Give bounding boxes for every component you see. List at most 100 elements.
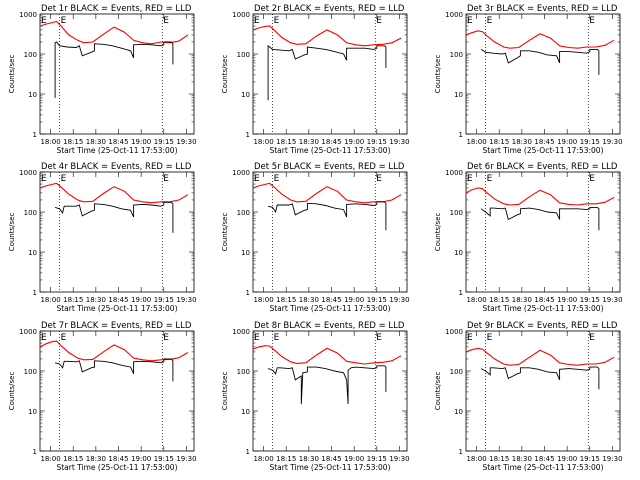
x-tick-label: 19:30 — [389, 138, 409, 146]
y-axis-label: Counts/sec — [221, 55, 229, 94]
y-tick-label: 100 — [24, 51, 37, 59]
event-marker-label: E — [274, 16, 280, 26]
x-tick-label: 18:15 — [489, 296, 509, 304]
x-tick-label: 19:15 — [367, 296, 387, 304]
event-marker-label: E — [254, 174, 260, 184]
event-marker-label: E — [163, 16, 169, 26]
x-tick-label: 18:45 — [321, 296, 341, 304]
events-series-line — [54, 41, 174, 98]
y-tick-label: 10 — [28, 249, 37, 257]
plot-frame — [252, 13, 408, 135]
y-tick-label: 100 — [450, 51, 463, 59]
event-marker-label: E — [41, 16, 47, 26]
y-tick-label: 1 — [33, 448, 37, 456]
y-tick-label: 1000 — [445, 169, 463, 177]
events-series-line — [480, 48, 600, 75]
y-tick-label: 10 — [454, 408, 463, 416]
x-tick-label: 18:00 — [253, 455, 273, 463]
x-tick-label: 19:00 — [557, 455, 577, 463]
detector-panel-1: Det 1r BLACK = Events, RED = LLD 1 10 100 10… — [8, 4, 197, 155]
x-tick-label: 19:15 — [367, 138, 387, 146]
y-axis-label: Counts/sec — [221, 372, 229, 411]
x-tick-label: 18:45 — [321, 138, 341, 146]
plot-frame — [465, 13, 621, 135]
x-tick-label: 18:00 — [253, 138, 273, 146]
event-marker-label: E — [467, 16, 473, 26]
event-marker-label: E — [589, 174, 595, 184]
lld-series-line — [252, 345, 402, 365]
y-tick-label: 10 — [241, 408, 250, 416]
events-series-line — [267, 44, 387, 101]
event-marker-label: E — [61, 174, 67, 184]
event-marker-label: E — [487, 333, 493, 343]
x-tick-label: 19:00 — [131, 296, 151, 304]
x-tick-label: 19:00 — [344, 455, 364, 463]
x-tick-label: 19:00 — [344, 138, 364, 146]
panel-title: Det 5r BLACK = Events, RED = LLD — [254, 162, 405, 172]
x-axis-label: Start Time (25-Oct-11 17:53:00) — [56, 304, 177, 313]
y-tick-label: 1000 — [19, 169, 37, 177]
x-tick-label: 18:00 — [40, 455, 60, 463]
lld-series-line — [465, 347, 615, 366]
x-tick-label: 19:30 — [602, 138, 622, 146]
lld-series-line — [465, 30, 615, 49]
x-tick-label: 19:30 — [389, 455, 409, 463]
events-series-line — [267, 201, 387, 231]
x-tick-label: 18:45 — [108, 455, 128, 463]
x-tick-label: 18:30 — [86, 296, 106, 304]
x-tick-label: 19:15 — [580, 455, 600, 463]
x-tick-label: 18:45 — [321, 455, 341, 463]
x-axis-label: Start Time (25-Oct-11 17:53:00) — [56, 463, 177, 472]
plot-frame — [39, 330, 195, 452]
x-tick-label: 19:15 — [154, 138, 174, 146]
events-series-line — [267, 365, 387, 405]
y-tick-label: 100 — [450, 209, 463, 217]
x-tick-label: 18:45 — [108, 138, 128, 146]
x-tick-label: 18:45 — [534, 138, 554, 146]
detector-panel-2: Det 2r BLACK = Events, RED = LLD 1 10 100 10… — [221, 4, 410, 155]
x-axis-label: Start Time (25-Oct-11 17:53:00) — [269, 463, 390, 472]
x-tick-label: 19:30 — [176, 296, 196, 304]
y-tick-label: 1000 — [232, 169, 250, 177]
event-marker-label: E — [589, 16, 595, 26]
y-tick-label: 1 — [246, 289, 250, 297]
x-tick-label: 19:30 — [389, 296, 409, 304]
y-tick-label: 1 — [459, 131, 463, 139]
event-marker-label: E — [376, 333, 382, 343]
x-axis-label: Start Time (25-Oct-11 17:53:00) — [482, 463, 603, 472]
x-tick-label: 19:00 — [344, 296, 364, 304]
x-axis-label: Start Time (25-Oct-11 17:53:00) — [269, 146, 390, 155]
y-tick-label: 100 — [237, 368, 250, 376]
y-axis-label: Counts/sec — [434, 372, 442, 411]
x-tick-label: 19:15 — [580, 296, 600, 304]
y-tick-label: 100 — [237, 51, 250, 59]
x-tick-label: 18:45 — [534, 296, 554, 304]
lld-series-line — [252, 25, 402, 47]
x-tick-label: 18:30 — [86, 455, 106, 463]
x-tick-label: 18:30 — [299, 138, 319, 146]
y-axis-label: Counts/sec — [221, 213, 229, 252]
y-tick-label: 100 — [24, 368, 37, 376]
x-tick-label: 18:15 — [276, 296, 296, 304]
x-tick-label: 19:00 — [557, 296, 577, 304]
y-tick-label: 1000 — [19, 11, 37, 19]
events-series-line — [480, 206, 600, 231]
x-tick-label: 18:15 — [63, 138, 83, 146]
x-tick-label: 18:00 — [40, 138, 60, 146]
event-marker-label: E — [467, 333, 473, 343]
x-tick-label: 18:00 — [466, 455, 486, 463]
event-marker-label: E — [487, 174, 493, 184]
x-tick-label: 18:15 — [276, 455, 296, 463]
x-tick-label: 18:15 — [63, 455, 83, 463]
event-marker-label: E — [487, 16, 493, 26]
y-tick-label: 100 — [450, 368, 463, 376]
lld-series-line — [252, 182, 402, 204]
y-tick-label: 1000 — [445, 328, 463, 336]
x-tick-label: 18:00 — [253, 296, 273, 304]
y-axis-label: Counts/sec — [8, 213, 16, 252]
event-marker-label: E — [589, 333, 595, 343]
y-tick-label: 100 — [24, 209, 37, 217]
event-marker-label: E — [41, 333, 47, 343]
detector-panel-8: Det 8r BLACK = Events, RED = LLD 1 10 100 10… — [221, 321, 410, 472]
event-marker-label: E — [61, 333, 67, 343]
